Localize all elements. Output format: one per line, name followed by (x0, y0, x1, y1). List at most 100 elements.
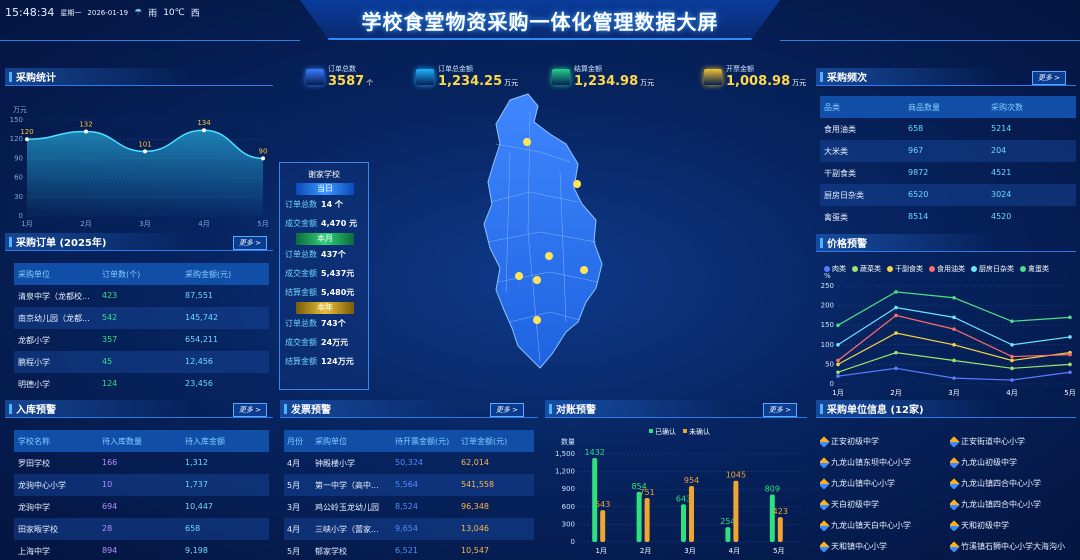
unit-item[interactable]: 九龙山镇东坝中心小学 (820, 457, 911, 468)
unit-name: 竹溪镇石狮中心小学大海沟小 (961, 542, 1065, 551)
unit-item[interactable]: 天和镇中心小学 (820, 541, 887, 552)
legend-item[interactable]: 干副食类 (887, 262, 923, 276)
legend-swatch (683, 429, 687, 433)
region-map[interactable] (470, 92, 620, 372)
bar-label: 423 (773, 507, 788, 516)
table-row[interactable]: 3月 鸡公岭玉龙幼儿园 8,524 96,348 (284, 496, 534, 518)
y-tick-label: 60 (14, 174, 23, 182)
kpi-label: 结算金额 (574, 65, 602, 73)
table-row[interactable]: 上海中学 894 9,198 (14, 540, 269, 560)
wind: 西 (190, 9, 200, 19)
map-pin-icon (523, 138, 532, 154)
rain-icon: ☂ (134, 7, 143, 18)
year-tag: 本年 (296, 302, 354, 314)
table-row[interactable]: 厨房日杂类 6520 3024 (820, 184, 1076, 206)
unit-item[interactable]: 天白初级中学 (820, 499, 879, 510)
diamond-icon (820, 499, 830, 510)
legend-item[interactable]: 肉类 (824, 262, 846, 276)
units-panel: 采购单位信息 (12家) 正安初级中学 正安街道中心小学 九龙山镇东坝中心小学 九龙山… (816, 400, 1076, 560)
orders-more-button[interactable]: 更多 > (232, 236, 267, 250)
unit-item[interactable]: 九龙山初级中学 (950, 457, 1017, 468)
unit-item[interactable]: 九龙山镇四合中心小学 (950, 478, 1041, 489)
orders-table-header: 采购单位 订单数(个) 采购金额(元) (14, 263, 269, 285)
y-tick-label: 200 (821, 302, 834, 310)
map-markers (515, 138, 589, 332)
table-row[interactable]: 4月 三峡小学（蕾家... 9,654 13,046 (284, 518, 534, 540)
table-cell: 郁家学校 (315, 547, 347, 556)
bar (681, 504, 686, 542)
table-row[interactable]: 食用油类 658 5214 (820, 118, 1076, 140)
y-tick-label: 30 (14, 193, 23, 201)
unit-item[interactable]: 九龙山镇四合中心小学 (950, 499, 1041, 510)
unit-item[interactable]: 竹溪镇石狮中心小学大海沟小 (950, 541, 1065, 552)
info-value: 743个 (321, 319, 346, 328)
table-cell: 第一中学（高中... (315, 481, 379, 490)
school-info-box: 谢家学校 当日 订单总数 14 个成交金额 4,470 元 本月 订单总数 437个成… (279, 162, 369, 390)
unit-item[interactable]: 正安街道中心小学 (950, 436, 1025, 447)
kpi-value-row: 1,234.25 万元 (438, 74, 518, 89)
diamond-icon (950, 499, 960, 510)
table-cell: 南京幼儿园（龙都... (18, 314, 90, 323)
freq-more-button[interactable]: 更多 > (1031, 71, 1066, 85)
y-axis-label: 数量 (561, 437, 575, 446)
diamond-icon (950, 457, 960, 468)
unit-item[interactable]: 天和初级中学 (950, 520, 1009, 531)
unit-name: 正安初级中学 (831, 437, 879, 446)
bar (689, 486, 694, 542)
y-tick-label: 50 (825, 360, 834, 368)
unit-item[interactable]: 正安初级中学 (820, 436, 879, 447)
data-point (84, 129, 88, 134)
today-tag: 当日 (296, 183, 354, 195)
kpi-text: 开票金额 1,008.98 万元 (726, 64, 806, 89)
y-tick-label: 600 (562, 503, 575, 511)
table-row[interactable]: 鹏程小学 45 12,456 (14, 351, 269, 373)
bar (725, 527, 731, 542)
y-tick-label: 900 (562, 485, 575, 493)
table-row[interactable]: 南京幼儿园（龙都... 542 145,742 (14, 307, 269, 329)
unit-item[interactable]: 九龙山镇中心小学 (820, 478, 895, 489)
legend-item[interactable]: 厨房日杂类 (971, 262, 1014, 276)
column-header: 采购单位 (315, 437, 347, 446)
table-row[interactable]: 龙驹中心小学 10 1,737 (14, 474, 269, 496)
table-cell: 6,521 (395, 546, 418, 555)
table-row[interactable]: 龙都小学 357 654,211 (14, 329, 269, 351)
reconcile-bar-chart: 数量 已确认 未确认 0 300 600 900 1,200 1,500 1432 543 1月 854… (555, 427, 801, 555)
series-point (894, 366, 898, 371)
reconcile-more-button[interactable]: 更多 > (762, 403, 797, 417)
invoice-more-button[interactable]: 更多 > (489, 403, 524, 417)
table-row[interactable]: 4月 钟殿楼小学 50,324 62,014 (284, 452, 534, 474)
legend-item[interactable]: 禽蛋类 (1020, 262, 1049, 276)
table-row[interactable]: 田家畈学校 28 658 (14, 518, 269, 540)
table-row[interactable]: 龙驹中学 694 10,447 (14, 496, 269, 518)
series-point (894, 331, 898, 335)
column-header: 订单金额(元) (461, 437, 508, 446)
legend-item[interactable]: 蔬菜类 (852, 262, 881, 276)
table-cell: 5月 (287, 547, 301, 556)
info-line: 成交金额 5,437元 (280, 264, 368, 283)
table-row[interactable]: 罗田学校 166 1,312 (14, 452, 269, 474)
info-label: 成交金额 (285, 219, 317, 228)
table-row[interactable]: 禽蛋类 8514 4520 (820, 206, 1076, 228)
table-row[interactable]: 5月 第一中学（高中... 5,564 541,558 (284, 474, 534, 496)
info-label: 结算金额 (285, 288, 317, 297)
table-row[interactable]: 明德小学 124 23,456 (14, 373, 269, 395)
inbound-more-button[interactable]: 更多 > (232, 403, 267, 417)
kpi-value: 1,008.98 (726, 74, 791, 89)
table-row[interactable]: 干副食类 9872 4521 (820, 162, 1076, 184)
table-cell: 654,211 (185, 335, 219, 344)
unit-name: 九龙山镇天白中心小学 (831, 521, 911, 530)
legend-item[interactable]: 食用油类 (929, 262, 965, 276)
table-cell: 食用油类 (824, 125, 856, 134)
info-line: 成交金额 4,470 元 (280, 214, 368, 233)
table-row[interactable]: 大米类 967 204 (820, 140, 1076, 162)
column-header: 学校名称 (18, 437, 50, 446)
info-label: 订单总数 (285, 200, 317, 209)
table-cell: 4521 (991, 168, 1012, 177)
column-header: 商品数量 (908, 103, 940, 112)
unit-item[interactable]: 九龙山镇天白中心小学 (820, 520, 911, 531)
table-row[interactable]: 清泉中学（龙都校... 423 87,551 (14, 285, 269, 307)
table-row[interactable]: 5月 郁家学校 6,521 10,547 (284, 540, 534, 560)
kpi-value: 3587 (328, 74, 365, 89)
diamond-icon (950, 436, 960, 447)
series-point (894, 290, 898, 294)
